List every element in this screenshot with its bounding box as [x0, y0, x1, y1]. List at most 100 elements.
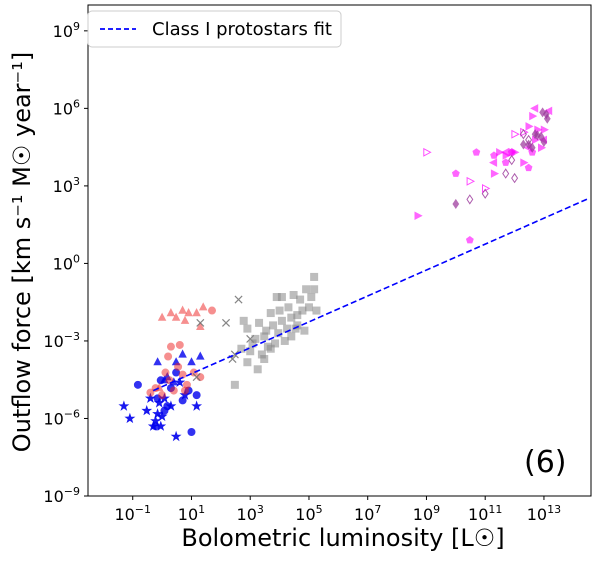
data-point — [198, 302, 208, 311]
y-tick-label: 100 — [53, 252, 80, 273]
data-point — [158, 391, 167, 400]
panel-annotation: (6) — [524, 445, 567, 480]
data-point — [169, 386, 178, 395]
data-point — [284, 303, 293, 312]
series-triangle-up — [155, 302, 208, 392]
data-point — [502, 168, 510, 179]
data-point — [511, 172, 519, 184]
x-tick-label: 10−1 — [114, 503, 151, 524]
data-point — [255, 318, 264, 327]
fit-layer — [152, 198, 588, 392]
y-tick-label: 109 — [53, 20, 80, 41]
data-layer — [118, 104, 553, 442]
data-point — [180, 386, 189, 395]
data-point — [490, 151, 498, 159]
data-point — [208, 306, 217, 315]
data-point — [525, 122, 534, 131]
y-axis-label: Outflow force [km s⁻¹ M☉ year⁻¹] — [8, 52, 36, 452]
data-point — [271, 339, 280, 348]
data-point — [304, 303, 313, 312]
data-point — [166, 342, 175, 351]
data-point — [466, 194, 474, 205]
data-point — [180, 315, 190, 324]
data-point — [537, 131, 545, 142]
data-point — [524, 163, 533, 172]
data-point — [289, 290, 298, 299]
data-point — [192, 391, 201, 400]
data-point — [230, 380, 239, 389]
data-point — [174, 362, 183, 371]
x-tick-label: 105 — [295, 503, 322, 524]
data-point — [184, 308, 193, 317]
data-point — [508, 154, 516, 166]
data-point — [156, 410, 168, 422]
data-point — [423, 147, 432, 157]
data-point — [230, 350, 239, 359]
data-point — [540, 136, 548, 148]
x-tick-label: 101 — [178, 503, 205, 524]
data-point — [472, 148, 481, 156]
data-point — [520, 158, 529, 167]
ticks-layer: 10−1 101 103 105 107 109 1011 1013 10−9 10−6 10−3 1… — [43, 20, 561, 524]
series-diamond — [466, 129, 533, 205]
data-point — [221, 318, 231, 327]
series-diamond — [452, 107, 551, 210]
data-point — [234, 295, 243, 304]
x-tick-label: 109 — [413, 503, 440, 524]
data-point — [174, 376, 186, 388]
data-point — [153, 357, 162, 366]
data-point — [192, 308, 201, 317]
data-point — [275, 306, 284, 315]
data-point — [293, 311, 302, 320]
series-circle — [146, 306, 217, 400]
series-star — [118, 376, 203, 442]
data-point — [528, 142, 536, 153]
data-point — [151, 422, 160, 431]
data-point — [511, 129, 520, 139]
data-point — [157, 312, 167, 321]
legend-entry-label: Class I protostars fit — [152, 19, 332, 40]
y-tick-label: 106 — [53, 97, 80, 118]
data-point — [465, 236, 474, 244]
data-point — [519, 129, 527, 140]
data-point — [496, 148, 505, 157]
data-point — [141, 404, 153, 416]
data-point — [171, 312, 181, 321]
data-point — [191, 400, 203, 411]
legend-box — [87, 10, 342, 48]
data-point — [243, 324, 252, 333]
data-point — [310, 285, 319, 294]
data-point — [543, 113, 551, 124]
data-point — [133, 380, 142, 389]
data-point — [243, 358, 252, 367]
data-point — [529, 111, 538, 121]
legend: Class I protostars fit — [87, 10, 342, 48]
y-tick-label: 10−9 — [43, 485, 80, 506]
data-point — [307, 293, 316, 302]
data-point — [196, 321, 205, 331]
series-square — [230, 272, 321, 389]
data-point — [166, 308, 176, 317]
data-point — [237, 344, 246, 353]
data-point — [262, 326, 271, 335]
data-point — [280, 336, 289, 345]
data-point — [164, 352, 173, 361]
data-point — [302, 285, 311, 294]
series-triangle-right — [423, 127, 529, 193]
data-point — [170, 430, 182, 442]
x-tick-label: 107 — [354, 503, 381, 524]
data-point — [277, 293, 286, 302]
x-axis-label: Bolometric luminosity [L☉] — [181, 524, 504, 552]
data-point — [269, 321, 278, 330]
data-point — [540, 125, 549, 134]
x-tick-label: 1013 — [527, 503, 561, 524]
data-point — [539, 107, 546, 118]
data-point — [161, 368, 170, 377]
data-point — [196, 373, 205, 382]
data-point — [293, 321, 302, 330]
data-point — [310, 272, 319, 281]
x-tick-label: 103 — [237, 503, 264, 524]
data-point — [196, 318, 205, 327]
data-point — [481, 188, 489, 199]
data-point — [490, 169, 500, 178]
